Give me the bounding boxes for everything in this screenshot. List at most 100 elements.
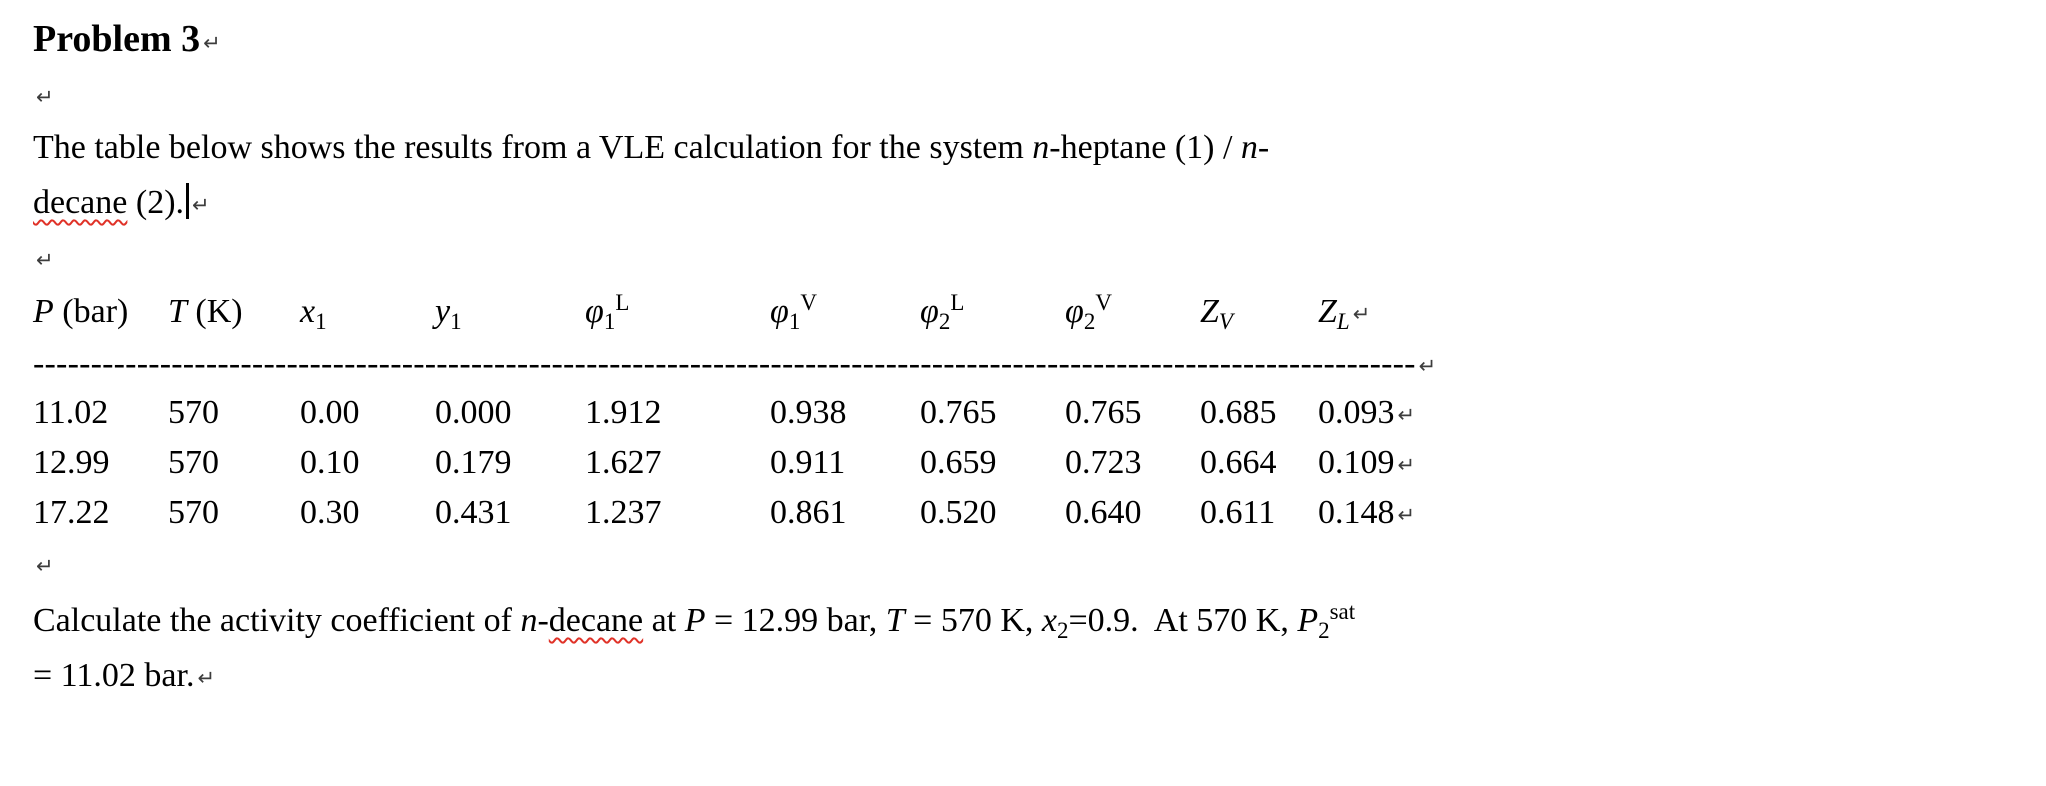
empty-paragraph: ↵ [33,70,2006,120]
header-symbol: φ [1065,293,1084,330]
cell-phi1l: 1.627 [585,444,662,481]
cell-phi1l: 1.912 [585,394,662,431]
header-subscript: L [1336,309,1350,334]
cell-zl-value: 0.148 [1318,494,1395,531]
header-subscript: 1 [603,309,616,334]
intro-line-2: decane (2). ↵ [33,175,2006,233]
header-symbol: y [435,293,451,330]
header-superscript: L [615,290,630,315]
return-mark: ↵ [203,31,221,55]
cell-zv: 0.611 [1200,494,1276,531]
header-superscript: L [950,290,965,315]
dashed-rule: ----------------------------------------… [33,345,1416,382]
return-mark: ↵ [1352,302,1371,326]
question-text: at [643,602,685,639]
header-unit: (K) [186,293,243,330]
cell-phi2v: 0.723 [1065,444,1142,481]
header-symbol: φ [920,293,939,330]
empty-paragraph: ↵ [33,539,2006,589]
return-mark: ↵ [1418,354,1437,378]
table-header-row: P (bar) T (K) x1 y1 φ1L φ1V φ2L φ2V ZV Z… [33,285,2006,341]
table-separator: ----------------------------------------… [33,341,2006,389]
question-paragraph: Calculate the activity coefficient of n-… [33,593,2006,706]
intro-text: (2). [127,184,185,221]
header-superscript: V [800,290,817,315]
header-symbol: φ [585,293,604,330]
italic-n: n [520,602,538,639]
return-mark: ↵ [192,193,210,217]
cell-phi2l: 0.765 [920,394,997,431]
question-text: = 11.02 bar. [33,657,195,694]
header-subscript: 1 [450,309,462,334]
return-mark: ↵ [197,666,216,690]
question-line-1: Calculate the activity coefficient of n-… [33,593,2006,648]
cell-phi1v: 0.861 [770,494,847,531]
header-p-bar: P (bar) [33,285,168,339]
header-superscript: V [1095,290,1112,315]
page-title: Problem 3 [33,18,201,60]
intro-text: -heptane (1) / [1049,129,1241,166]
misspelled-word-decane: decane [33,184,128,221]
cell-zv: 0.664 [1200,444,1277,481]
cell-phi1v: 0.938 [770,394,847,431]
cell-p: 17.22 [33,494,110,531]
header-symbol: Z [1200,293,1219,330]
table-row: 11.02 570 0.00 0.000 1.912 0.938 0.765 0… [33,389,2006,439]
cell-phi2l: 0.520 [920,494,997,531]
cell-x1: 0.30 [300,494,360,531]
italic-n: n [1032,129,1050,166]
header-phi2-v: φ2V [1065,285,1200,339]
cell-zl-value: 0.093 [1318,394,1395,431]
header-unit: (bar) [53,293,129,330]
cell-t: 570 [168,444,219,481]
question-text: Calculate the activity coefficient of [33,602,521,639]
table-row: 17.22 570 0.30 0.431 1.237 0.861 0.520 0… [33,489,2006,539]
text-cursor[interactable] [186,183,190,219]
header-symbol: φ [770,293,789,330]
question-text: = 12.99 bar, [705,602,886,639]
header-subscript: 1 [788,309,801,334]
header-phi1-v: φ1V [770,285,920,339]
header-symbol: T [168,293,187,330]
empty-paragraph: ↵ [33,233,2006,283]
question-text: =0.9. At 570 K, [1068,602,1298,639]
document-page: Problem 3 ↵ ↵ The table below shows the r… [33,18,2006,706]
question-text: - [537,602,549,639]
misspelled-word-decane: decane [548,602,644,639]
cell-x1: 0.00 [300,394,360,431]
cell-x1: 0.10 [300,444,360,481]
cell-t: 570 [168,494,219,531]
header-zl: ZL ↵ [1318,285,2006,341]
return-mark: ↵ [36,85,54,109]
table-row: 12.99 570 0.10 0.179 1.627 0.911 0.659 0… [33,439,2006,489]
cell-zl: 0.109 ↵ [1318,439,2006,489]
question-text: = 570 K, [904,602,1042,639]
intro-text: - [1257,129,1270,166]
symbol-P2: P [1297,602,1319,639]
cell-y1: 0.179 [435,444,512,481]
header-phi2-l: φ2L [920,285,1065,339]
vle-table: P (bar) T (K) x1 y1 φ1L φ1V φ2L φ2V ZV Z… [33,285,2006,539]
intro-line-1: The table below shows the results from a… [33,120,2006,175]
cell-t: 570 [168,394,219,431]
return-mark: ↵ [36,248,54,272]
header-y1: y1 [435,285,585,339]
cell-zl: 0.148 ↵ [1318,489,2006,539]
symbol-P: P [684,602,706,639]
symbol-p2-subscript: 2 [1318,618,1330,643]
intro-text: The table below shows the results from a… [33,129,1033,166]
symbol-x: x [1041,602,1057,639]
header-x1: x1 [300,285,435,339]
cell-y1: 0.431 [435,494,512,531]
header-subscript: 1 [315,309,327,334]
header-subscript: 2 [938,309,951,334]
header-phi1-l: φ1L [585,285,770,339]
cell-p: 12.99 [33,444,110,481]
return-mark: ↵ [36,554,54,578]
header-zv: ZV [1200,285,1318,339]
cell-phi1l: 1.237 [585,494,662,531]
header-t-k: T (K) [168,285,300,339]
header-symbol: x [300,293,316,330]
cell-phi1v: 0.911 [770,444,846,481]
italic-n: n [1240,129,1258,166]
